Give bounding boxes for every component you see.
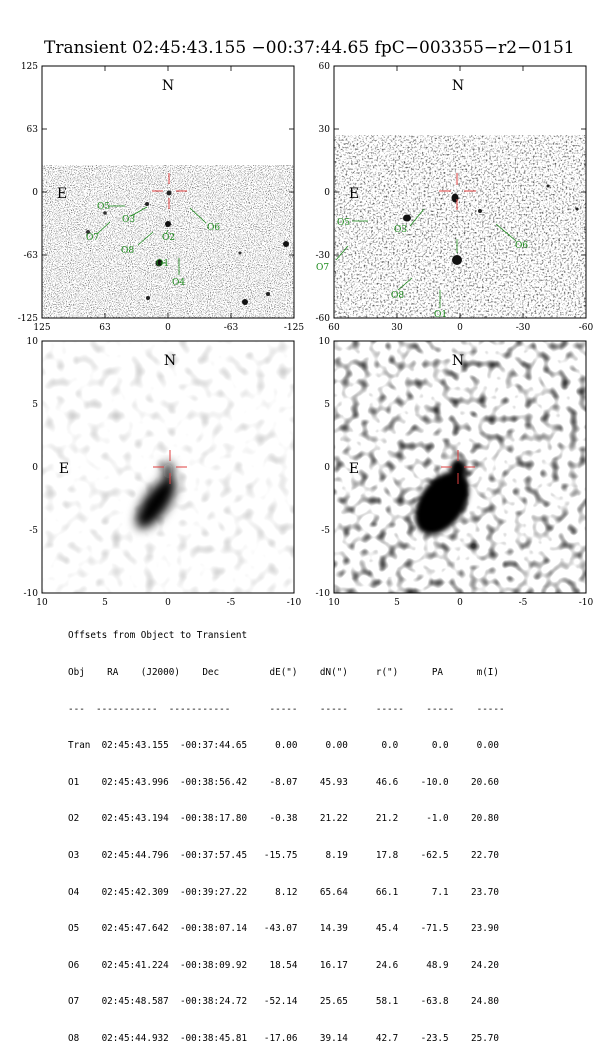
ytick: -10 — [24, 589, 39, 599]
xtick: -125 — [284, 323, 304, 333]
xtick: 0 — [457, 598, 463, 608]
ytick: 0 — [32, 188, 38, 198]
image-panel-top-left: O5 O3 O7 O8 O2 O6 O1 O4 125 63 0 -63 -12… — [18, 62, 305, 333]
label-O5: O5 — [337, 218, 350, 228]
xtick: 10 — [36, 598, 48, 608]
ytick: -125 — [18, 314, 38, 324]
east-label: E — [349, 461, 359, 477]
xtick: 5 — [102, 598, 108, 608]
ytick: -5 — [29, 526, 38, 536]
table-row: O5 02:45:47.642 -00:38:07.14 -43.07 14.3… — [68, 923, 499, 935]
ytick: 10 — [27, 337, 39, 347]
xtick: -10 — [579, 598, 594, 608]
table-row: O1 02:45:43.996 -00:38:56.42 -8.07 45.93… — [68, 776, 499, 788]
ytick: -63 — [24, 251, 39, 261]
page-title: Transient 02:45:43.155 −00:37:44.65 fpC−… — [44, 38, 575, 58]
xtick: -63 — [224, 323, 239, 333]
ytick: 30 — [319, 125, 331, 135]
north-label: N — [164, 353, 176, 369]
xtick: 60 — [328, 323, 340, 333]
label-O8: O8 — [121, 246, 134, 256]
table-header: Obj RA (J2000) Dec dE(") dN(") r(") PA m… — [68, 667, 499, 678]
label-O8: O8 — [391, 291, 404, 301]
north-label: N — [452, 78, 464, 94]
image-panel-bottom-right: 10 5 0 -5 -10 10 5 0 -5 -10 N E — [316, 337, 594, 608]
table-row: O6 02:45:41.224 -00:38:09.92 18.54 16.17… — [68, 959, 499, 971]
ytick: -30 — [316, 251, 331, 261]
xtick: -5 — [227, 598, 236, 608]
xtick: 63 — [99, 323, 111, 333]
label-O6: O6 — [515, 241, 528, 251]
east-label: E — [59, 461, 69, 477]
xtick: 10 — [328, 598, 340, 608]
xtick: 5 — [394, 598, 400, 608]
xtick: 0 — [165, 323, 171, 333]
ytick: 0 — [324, 463, 330, 473]
ytick: 63 — [27, 125, 39, 135]
ytick: -60 — [316, 314, 331, 324]
table-row: O7 02:45:48.587 -00:38:24.72 -52.14 25.6… — [68, 996, 499, 1008]
image-panel-bottom-left: 10 5 0 -5 -10 10 5 0 -5 -10 N E — [24, 337, 302, 608]
label-O2: O2 — [162, 233, 175, 243]
table-row: Tran 02:45:43.155 -00:37:44.65 0.00 0.00… — [68, 740, 499, 752]
east-label: E — [349, 186, 359, 202]
xtick: -5 — [519, 598, 528, 608]
image-panel-top-right: O5 O3 O7 O8 O1 O6 60 30 0 -30 -60 60 30 … — [316, 62, 594, 333]
ytick: 0 — [32, 463, 38, 473]
table-caption: Offsets from Object to Transient — [68, 630, 248, 642]
xtick: 30 — [391, 323, 403, 333]
label-O5: O5 — [97, 202, 110, 212]
north-label: N — [452, 353, 464, 369]
ytick: -10 — [316, 589, 331, 599]
table-row: O3 02:45:44.796 -00:37:57.45 -15.75 8.19… — [68, 849, 499, 861]
ytick: 10 — [319, 337, 331, 347]
table-row: O2 02:45:43.194 -00:38:17.80 -0.38 21.22… — [68, 813, 499, 825]
xtick: 125 — [33, 323, 50, 333]
ytick: 60 — [319, 62, 331, 72]
ytick: 5 — [32, 400, 38, 410]
ytick: 5 — [324, 400, 330, 410]
table-row: O4 02:45:42.309 -00:39:27.22 8.12 65.64 … — [68, 886, 499, 898]
label-O3: O3 — [394, 225, 407, 235]
east-label: E — [57, 186, 67, 202]
label-O7: O7 — [316, 263, 329, 273]
ytick: 125 — [21, 62, 38, 72]
table-rule: --- ----------- ----------- ----- ----- … — [68, 703, 505, 715]
xtick: 0 — [457, 323, 463, 333]
xtick: -60 — [579, 323, 594, 333]
xtick: 0 — [165, 598, 171, 608]
ytick: -5 — [321, 526, 330, 536]
offsets-table: Offsets from Object to Transient Obj RA … — [68, 606, 505, 1057]
label-O1: O1 — [434, 310, 447, 320]
label-O7: O7 — [86, 233, 99, 243]
xtick: -10 — [287, 598, 302, 608]
label-O3: O3 — [122, 215, 135, 225]
label-O1: O1 — [156, 259, 169, 269]
ytick: 0 — [324, 188, 330, 198]
label-O4: O4 — [172, 278, 185, 288]
label-O6: O6 — [207, 223, 220, 233]
north-label: N — [162, 78, 174, 94]
xtick: -30 — [516, 323, 531, 333]
table-row: O8 02:45:44.932 -00:38:45.81 -17.06 39.1… — [68, 1032, 499, 1044]
